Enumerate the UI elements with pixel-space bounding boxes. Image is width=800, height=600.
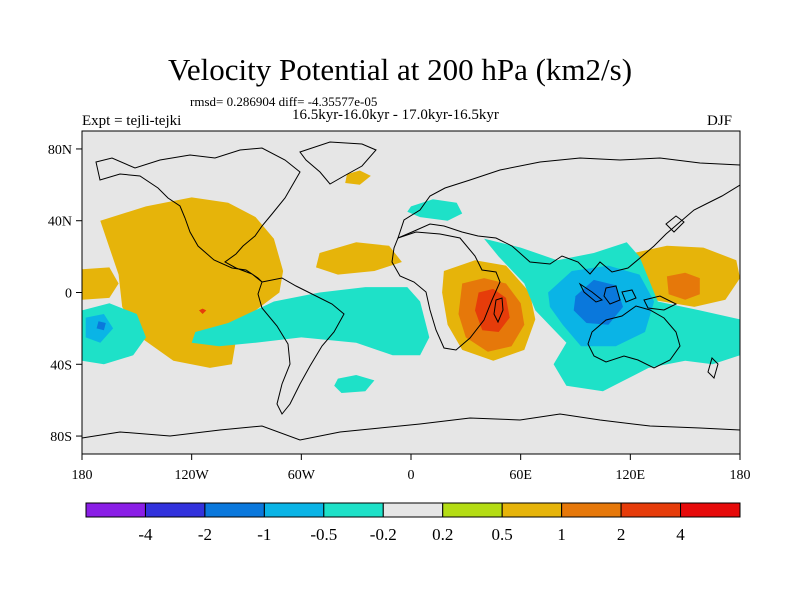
x-tick-label: 120E — [616, 468, 646, 483]
coast-north-america — [95, 147, 301, 283]
colorbar-label: -2 — [198, 525, 212, 544]
colorbar-label: 0.5 — [492, 525, 513, 544]
colorbar-label: -0.5 — [310, 525, 337, 544]
stats-text: rmsd= 0.286904 diff= -4.35577e-05 — [190, 94, 378, 109]
colorbar-box — [561, 502, 622, 518]
coast-new-zealand — [707, 357, 719, 379]
coast-eurasia — [397, 157, 740, 275]
x-tick-label: 180 — [72, 468, 93, 483]
y-tick-label: 40S — [50, 358, 72, 373]
region-neg-4 — [334, 375, 375, 393]
y-tick-label: 80S — [50, 430, 72, 445]
axis-ticks: 180 120W 60W 0 60E 120E 180 80N 40N 0 40S 80S — [48, 143, 751, 483]
coast-south-america — [257, 277, 345, 415]
colorbar-box — [263, 502, 325, 518]
colorbar: -4 -2 -1 -0.5 -0.2 0.2 0.5 1 2 4 — [85, 502, 741, 544]
colorbar-box — [680, 502, 741, 518]
x-tick-label: 60E — [509, 468, 532, 483]
y-tick-label: 40N — [48, 215, 72, 230]
colorbar-label: 4 — [676, 525, 685, 544]
colorbar-box — [204, 502, 265, 518]
y-tick-label: 80N — [48, 143, 72, 158]
colorbar-box — [382, 502, 444, 518]
region-pos-3 — [316, 242, 402, 275]
colorbar-label: -0.2 — [370, 525, 397, 544]
coast-australia — [587, 305, 681, 369]
coast-japan — [665, 215, 685, 233]
season-label: DJF — [707, 113, 733, 129]
x-tick-label: 120W — [175, 468, 210, 483]
colorbar-label: 2 — [617, 525, 626, 544]
colorbar-label: 1 — [557, 525, 566, 544]
chart-title: Velocity Potential at 200 hPa (km2/s) — [167, 52, 633, 87]
region-pos-4 — [345, 170, 371, 185]
x-tick-label: 180 — [730, 468, 751, 483]
colorbar-label: -4 — [138, 525, 153, 544]
coast-greenland — [299, 141, 377, 185]
experiment-label: Expt = tejli-tejki — [82, 113, 182, 129]
colorbar-box — [144, 502, 206, 518]
coast-africa — [391, 231, 501, 351]
colorbar-label: 0.2 — [432, 525, 453, 544]
coast-madagascar — [493, 297, 504, 324]
region-neg-3 — [407, 199, 463, 221]
region-pos-10 — [199, 308, 207, 314]
region-neg-2 — [191, 287, 430, 356]
coast-indonesia — [578, 282, 678, 311]
region-pos-8 — [666, 272, 700, 300]
colorbar-box — [323, 502, 384, 518]
coast-antarctica — [82, 413, 740, 441]
colorbar-box — [85, 502, 146, 518]
colorbar-box — [501, 502, 563, 518]
colorbar-label: -1 — [257, 525, 271, 544]
y-tick-label: 0 — [65, 287, 72, 302]
region-neg-8 — [573, 279, 623, 325]
region-neg-9 — [96, 321, 106, 331]
colorbar-box — [442, 502, 503, 518]
x-tick-label: 60W — [288, 468, 316, 483]
x-tick-label: 0 — [408, 468, 415, 483]
colorbar-box — [620, 502, 682, 518]
region-pos-2 — [82, 267, 119, 300]
chart-subtitle: 16.5kyr-16.0kyr - 17.0kyr-16.5kyr — [292, 107, 499, 123]
contour-regions — [82, 170, 740, 393]
coastlines — [82, 141, 740, 441]
